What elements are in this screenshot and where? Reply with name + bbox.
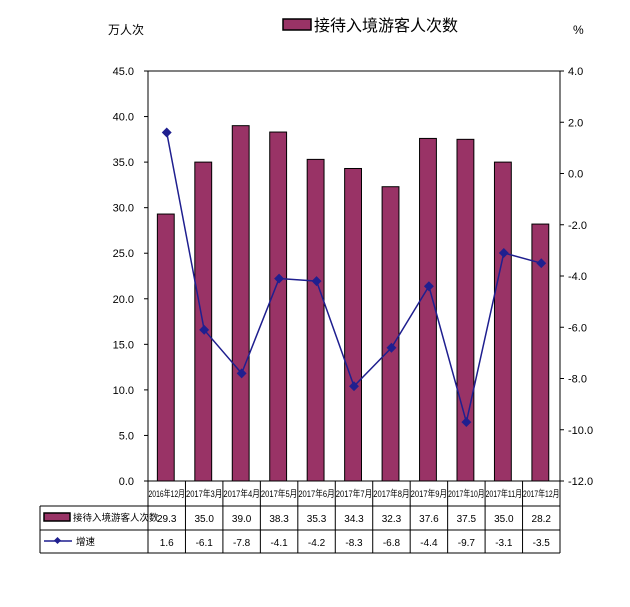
bar [306,158,325,482]
growth-point [498,247,509,258]
line-data-label: -8.3 [345,538,363,549]
bar [456,138,475,482]
bar [419,137,437,482]
line-data-label: -7.8 [233,538,251,549]
right-tick-label: -8.0 [568,374,587,386]
bar-data-label: 35.0 [194,514,214,525]
growth-point [236,368,247,379]
category-label: 2017年8月 [373,488,409,500]
line-data-label: -3.5 [533,538,551,549]
category-label: 2017年4月 [223,488,259,500]
growth-point [349,381,359,392]
legend-bar-label: 接待入境游客人次数 [314,16,458,35]
bar [269,131,288,482]
line-data-label: -4.2 [308,538,326,549]
table-row-label: 接待入境游客人次数 [73,512,159,524]
right-tick-label: -10.0 [568,425,593,437]
growth-point [199,324,210,335]
right-tick-label: 4.0 [568,66,583,78]
left-tick-label: 30.0 [113,203,134,215]
category-label: 2017年12月 [523,488,559,500]
category-label: 2017年9月 [411,488,447,500]
category-label: 2017年6月 [298,488,334,500]
bar-data-label: 37.5 [457,514,477,525]
growth-point [161,127,172,138]
bar [344,167,362,482]
category-label: 2017年7月 [336,488,372,500]
bar-data-label: 32.3 [382,514,402,525]
left-tick-label: 25.0 [113,248,134,260]
bar-data-label: 29.3 [157,514,177,525]
left-tick-label: 0.0 [119,476,134,488]
left-tick-label: 40.0 [113,112,134,124]
category-label: 2017年3月 [186,488,222,500]
line-data-label: -9.7 [458,538,476,549]
bar-data-label: 38.3 [269,514,289,525]
growth-point [311,276,322,287]
right-tick-label: 0.0 [568,169,583,181]
legend-bar-swatch [282,18,312,31]
right-axis-unit: % [573,23,584,37]
line-data-label: 1.6 [160,538,174,549]
bar [231,125,250,482]
table-row-label: 增速 [76,536,96,548]
bar-data-label: 39.0 [232,514,252,525]
bar [381,186,400,482]
left-axis-unit: 万人次 [108,23,144,37]
bar-data-label: 37.6 [419,514,439,525]
category-label: 2017年10月 [448,488,484,500]
left-tick-label: 20.0 [113,294,134,306]
right-tick-label: -6.0 [568,322,587,334]
line-data-label: -4.4 [420,538,438,549]
category-label: 2017年11月 [486,488,522,500]
bar-data-label: 28.2 [532,514,552,525]
growth-point [536,258,547,269]
left-tick-label: 5.0 [119,430,134,442]
bar-data-label: 35.3 [307,514,327,525]
right-tick-label: -4.0 [568,271,587,283]
growth-point [386,342,397,353]
line-data-label: -4.1 [270,538,288,549]
category-label: 2017年5月 [261,488,297,500]
line-data-label: -3.1 [495,538,513,549]
category-label: 2016年12月 [149,488,185,500]
table-line-marker [53,536,62,545]
bar [493,161,512,482]
left-tick-label: 45.0 [113,66,134,78]
right-tick-label: 2.0 [568,117,583,129]
right-tick-label: -12.0 [568,476,593,488]
bar [156,213,175,482]
growth-point [423,281,434,292]
line-data-label: -6.1 [196,538,214,549]
bar-data-label: 35.0 [494,514,514,525]
left-tick-label: 35.0 [113,157,134,169]
left-tick-label: 10.0 [113,385,134,397]
table-bar-swatch [43,512,71,522]
line-data-label: -6.8 [383,538,401,549]
bar-data-label: 34.3 [344,514,364,525]
right-tick-label: -2.0 [568,220,587,232]
growth-point [274,273,285,284]
left-tick-label: 15.0 [113,339,134,351]
growth-point [461,417,472,428]
